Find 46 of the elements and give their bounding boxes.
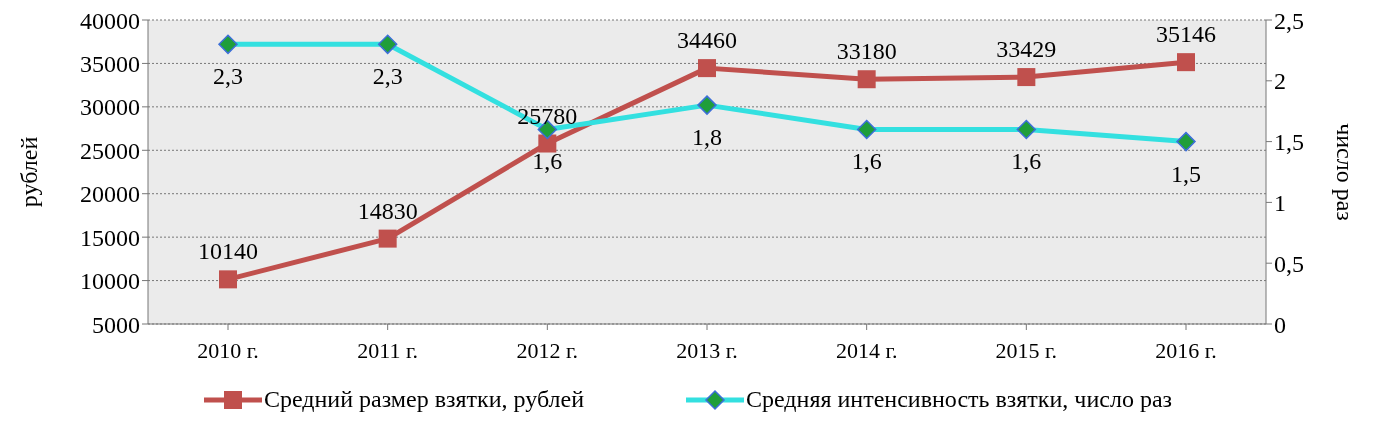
- y2-tick-label: 2,5: [1274, 7, 1304, 34]
- x-tick-label: 2014 г.: [835, 337, 898, 363]
- y2-tick-label: 0,5: [1274, 250, 1304, 277]
- point: [698, 59, 716, 78]
- y-tick-label: 40000: [80, 7, 140, 34]
- legend-label: Средний размер взятки, рублей: [263, 386, 584, 413]
- data-label: 1,5: [1171, 160, 1201, 187]
- y-tick-label: 30000: [80, 94, 140, 121]
- point: [378, 229, 397, 248]
- y-tick-label: 35000: [80, 50, 140, 77]
- data-label: 33180: [836, 38, 897, 65]
- y2-tick-label: 2: [1274, 68, 1286, 95]
- data-label: 2,3: [213, 63, 243, 90]
- y2-axis-title: число раз: [1332, 123, 1359, 221]
- y-axis-title: рублей: [15, 136, 42, 208]
- data-label: 2,3: [372, 63, 403, 90]
- y2-tick-label: 0: [1274, 311, 1286, 338]
- data-label: 1,6: [851, 148, 882, 175]
- data-label: 1,6: [532, 148, 563, 175]
- point: [219, 270, 237, 289]
- data-label: 1,6: [1011, 148, 1042, 175]
- point: [857, 70, 876, 89]
- data-label: 33429: [996, 36, 1057, 63]
- data-label: 1,8: [692, 124, 722, 151]
- x-tick-label: 2010 г.: [197, 337, 259, 363]
- y2-tick-label: 1: [1274, 189, 1286, 216]
- data-label: 35146: [1156, 21, 1216, 48]
- y-tick-label: 25000: [80, 137, 140, 164]
- data-label: 10140: [198, 238, 258, 265]
- data-label: 34460: [677, 27, 737, 54]
- x-tick-label: 2016 г.: [1155, 337, 1217, 363]
- point: [1017, 68, 1036, 87]
- y-tick-label: 5000: [92, 311, 140, 338]
- x-tick-label: 2013 г.: [676, 337, 738, 363]
- x-tick-label: 2012 г.: [516, 337, 579, 363]
- y-tick-label: 15000: [80, 224, 140, 251]
- x-tick-label: 2011 г.: [357, 337, 419, 363]
- point: [538, 134, 557, 153]
- y2-tick-label: 1,5: [1274, 129, 1304, 156]
- data-label: 25780: [517, 102, 578, 129]
- x-tick-label: 2015 г.: [995, 337, 1058, 363]
- legend-label: Средняя интенсивность взятки, число раз: [745, 386, 1173, 413]
- point: [1177, 53, 1195, 72]
- y-tick-label: 10000: [80, 268, 140, 295]
- data-label: 14830: [357, 197, 418, 224]
- y-tick-label: 20000: [80, 181, 140, 208]
